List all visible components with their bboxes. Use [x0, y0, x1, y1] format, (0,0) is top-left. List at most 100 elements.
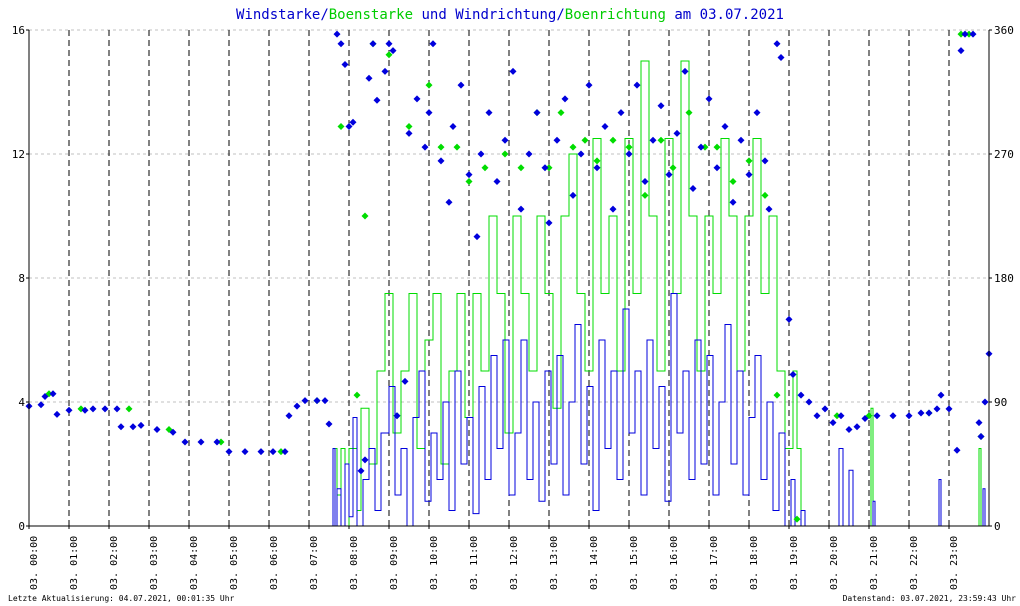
title-part: Boenrichtung	[565, 7, 666, 23]
wind-direction-point	[665, 171, 673, 179]
wind-direction-point	[49, 390, 57, 398]
wind-direction-point	[445, 198, 453, 206]
wind-direction-point	[853, 423, 861, 431]
wind-direction-point	[593, 164, 601, 172]
plot-area	[25, 30, 993, 527]
wind-direction-point	[485, 109, 493, 117]
wind-direction-point	[789, 370, 797, 378]
x-tick-label: 03. 10:00	[429, 536, 440, 590]
wind-direction-point	[333, 30, 341, 38]
wind-direction-point	[975, 419, 983, 427]
gust-direction-point	[217, 438, 225, 446]
wind-direction-point	[473, 233, 481, 241]
wind-direction-point	[509, 67, 517, 75]
wind-direction-point	[773, 40, 781, 48]
x-tick-label: 03. 17:00	[709, 536, 720, 590]
wind-direction-point	[373, 96, 381, 104]
wind-direction-point	[845, 426, 853, 434]
wind-direction-point	[301, 397, 309, 405]
x-tick-label: 03. 11:00	[469, 536, 480, 590]
wind-direction-point	[361, 456, 369, 464]
wind-direction-point	[533, 109, 541, 117]
wind-direction-point	[609, 205, 617, 213]
wind-direction-point	[545, 219, 553, 227]
gust-direction-point	[593, 157, 601, 165]
x-tick-label: 03. 06:00	[269, 536, 280, 590]
wind-direction-point	[281, 448, 289, 456]
wind-direction-point	[633, 81, 641, 89]
gust-direction-point	[437, 143, 445, 151]
x-tick-label: 03. 12:00	[509, 536, 520, 590]
wind-direction-point	[405, 129, 413, 137]
wind-direction-point	[917, 409, 925, 417]
gust-direction-point	[337, 122, 345, 130]
wind-direction-point	[181, 438, 189, 446]
x-tick-label: 03. 13:00	[549, 536, 560, 590]
gust-direction-point	[361, 212, 369, 220]
title-part: /	[320, 7, 328, 23]
gust-direction-point	[557, 109, 565, 117]
wind-direction-point	[413, 95, 421, 103]
wind-direction-point	[969, 30, 977, 38]
gust-direction-point	[641, 191, 649, 199]
gust-direction-point	[957, 30, 965, 38]
wind-direction-point	[625, 150, 633, 158]
footer-left: Letzte Aktualisierung: 04.07.2021, 00:01…	[8, 594, 235, 603]
wind-direction-point	[493, 178, 501, 186]
wind-direction-point	[269, 448, 277, 456]
wind-direction-point	[569, 191, 577, 199]
x-tick-label: 03. 21:00	[869, 536, 880, 590]
wind-direction-point	[953, 446, 961, 454]
right-tick-label: 0	[994, 520, 1001, 533]
wind-direction-point	[365, 74, 373, 82]
wind-direction-point	[905, 412, 913, 420]
x-tick-label: 03. 23:00	[949, 536, 960, 590]
wind-direction-point	[313, 397, 321, 405]
wind-direction-point	[961, 30, 969, 38]
gust-direction-point	[277, 448, 285, 456]
gust-direction-point	[685, 109, 693, 117]
wind-direction-point	[657, 102, 665, 110]
right-tick-label: 270	[994, 148, 1014, 161]
left-tick-label: 4	[18, 396, 25, 409]
wind-direction-point	[889, 412, 897, 420]
gust-direction-point	[353, 391, 361, 399]
wind-direction-point	[81, 406, 89, 414]
wind-direction-point	[753, 109, 761, 117]
gust-direction-point	[793, 515, 801, 523]
gust-direction-point	[569, 143, 577, 151]
x-tick-label: 03. 20:00	[829, 536, 840, 590]
wind-direction-point	[829, 419, 837, 427]
wind-direction-point	[785, 315, 793, 323]
wind-direction-point	[129, 423, 137, 431]
gust-direction-point	[465, 178, 473, 186]
gust-direction-point	[425, 81, 433, 89]
x-tick-label: 03. 01:00	[69, 536, 80, 590]
wind-direction-point	[401, 377, 409, 385]
wind-direction-point	[345, 122, 353, 130]
wind-direction-point	[429, 40, 437, 48]
title-part: und	[413, 7, 455, 23]
wind-direction-point	[285, 412, 293, 420]
wind-direction-point	[225, 448, 233, 456]
gust-direction-point	[669, 164, 677, 172]
wind-direction-point	[729, 198, 737, 206]
gust-direction-point	[833, 412, 841, 420]
wind-direction-point	[681, 67, 689, 75]
gust-direction-point	[713, 143, 721, 151]
wind-direction-point	[53, 410, 61, 418]
x-tick-label: 03. 19:00	[789, 536, 800, 590]
wind-direction-point	[369, 40, 377, 48]
x-tick-label: 03. 03:00	[149, 536, 160, 590]
gust-direction-point	[625, 143, 633, 151]
wind-direction-point	[117, 423, 125, 431]
wind-direction-point	[577, 150, 585, 158]
grid	[29, 29, 989, 526]
wind-direction-point	[673, 129, 681, 137]
gust-direction-point	[761, 191, 769, 199]
wind-direction-point	[977, 432, 985, 440]
wind-direction-point	[457, 81, 465, 89]
wind-direction-point	[385, 40, 393, 48]
wind-direction-point	[197, 438, 205, 446]
x-tick-label: 03. 07:00	[309, 536, 320, 590]
